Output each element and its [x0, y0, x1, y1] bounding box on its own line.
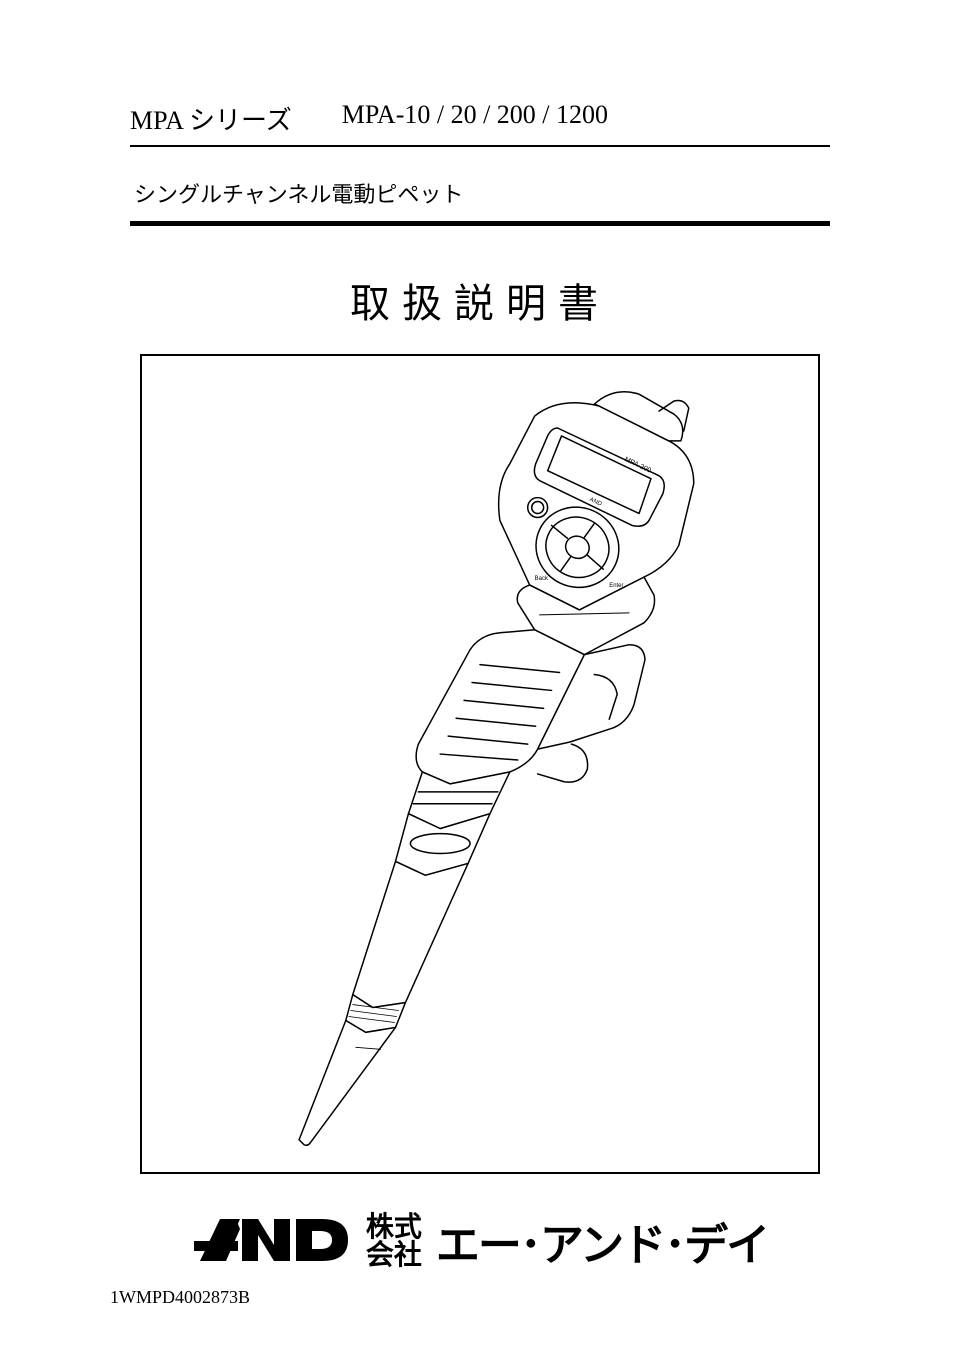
company-logo-row: 株式会社 エー･アンド･デイ	[130, 1209, 830, 1273]
pipette-illustration: MPA-200 AND Back Enter	[142, 356, 818, 1172]
product-illustration-frame: MPA-200 AND Back Enter	[140, 354, 820, 1174]
header-series-row: MPA シリーズ MPA-10 / 20 / 200 / 1200	[130, 100, 830, 147]
page-title: 取扱説明書	[130, 271, 830, 329]
and-logo-icon	[192, 1211, 352, 1271]
models-label: MPA-10 / 20 / 200 / 1200	[342, 100, 608, 137]
product-type-label: シングルチャンネル電動ピペット	[130, 177, 830, 226]
company-name-label: エー･アンド･デイ	[436, 1209, 768, 1273]
svg-text:Back: Back	[535, 576, 548, 582]
document-code: 1WMPD4002873B	[110, 1287, 250, 1308]
kabushiki-label: 株式会社	[366, 1213, 422, 1269]
series-label: MPA シリーズ	[130, 100, 292, 137]
